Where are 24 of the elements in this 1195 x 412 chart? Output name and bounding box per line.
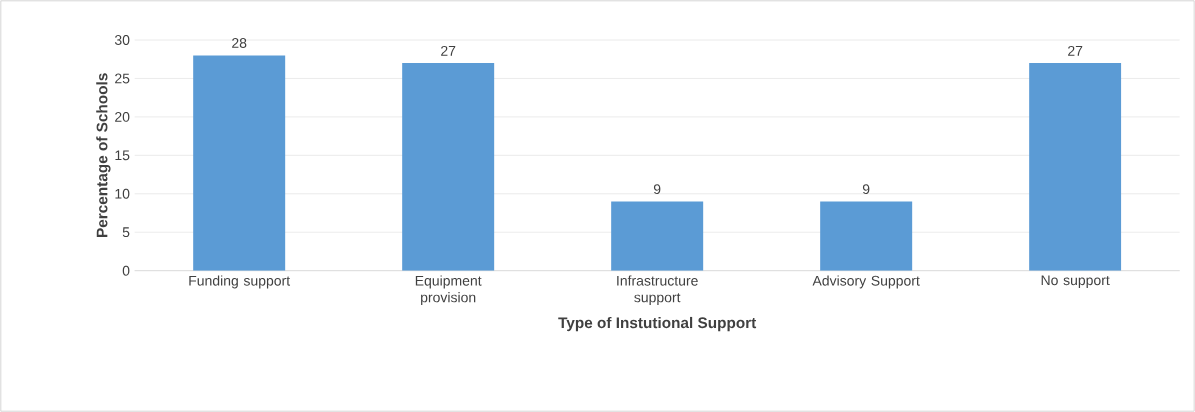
y-tick-label: 5 [122, 227, 130, 238]
x-tick-label: Infrastructure support [617, 275, 698, 306]
bar [193, 55, 286, 271]
x-tick-label: Equipment provision [415, 275, 482, 306]
y-tick-label: 25 [115, 73, 130, 84]
bar [1029, 63, 1122, 271]
y-tick-label: 20 [115, 111, 130, 122]
y-tick-label: 30 [114, 35, 130, 45]
data-label: 9 [862, 184, 870, 195]
data-label: 27 [441, 45, 456, 56]
data-label: 27 [1068, 45, 1083, 56]
x-tick-label: No support [1041, 275, 1110, 288]
bar [402, 63, 495, 271]
x-axis-title: Type of Instutional Support [558, 316, 757, 332]
bar [611, 201, 704, 271]
y-tick-label: 15 [115, 150, 130, 161]
y-tick-label: 10 [115, 188, 130, 199]
data-label: 28 [232, 38, 247, 49]
bar [820, 201, 913, 271]
x-tick-label: Funding support [189, 275, 291, 289]
x-tick-label: Advisory Support [812, 275, 920, 289]
data-label: 9 [653, 184, 661, 195]
y-tick-label: 0 [122, 265, 130, 276]
y-axis-title: Percentage of Schools [96, 73, 111, 237]
